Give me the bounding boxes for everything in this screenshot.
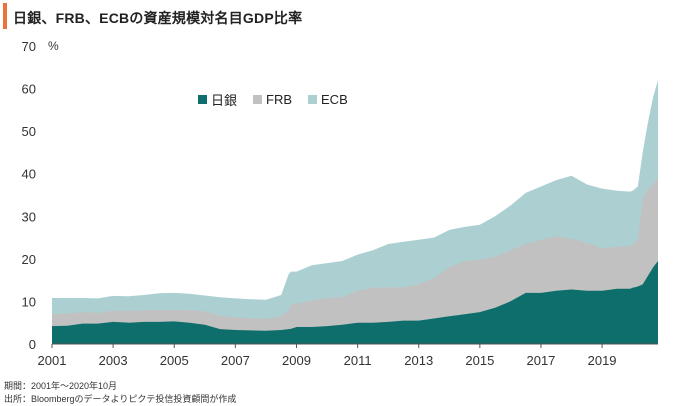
area-frb (52, 178, 658, 344)
source-note: 出所：Bloombergのデータよりピクテ投信投資顧問が作成 (4, 394, 237, 404)
legend-label-ecb: ECB (321, 92, 348, 107)
y-axis-unit-label: % (48, 39, 59, 53)
x-tick-label: 2015 (465, 353, 494, 368)
x-tick-label: 2001 (38, 353, 67, 368)
x-tick-label: 2017 (526, 353, 555, 368)
y-tick-label: 0 (29, 337, 36, 352)
y-tick-label: 40 (22, 167, 36, 182)
x-axis: 2001 2003 2005 2007 2009 2011 2013 2015 2017 2019 (38, 343, 658, 368)
y-axis-ticks: 0 10 20 30 40 50 60 70 (22, 39, 36, 352)
x-tick-label: 2019 (588, 353, 617, 368)
legend-item-boj: 日銀 (198, 90, 237, 109)
y-tick-label: 20 (22, 252, 36, 267)
chart-title: 日銀、FRB、ECBの資産規模対名目GDP比率 (13, 10, 303, 26)
y-tick-label: 30 (22, 209, 36, 224)
y-tick-label: 10 (22, 294, 36, 309)
legend-item-frb: FRB (253, 92, 292, 107)
area-boj (52, 261, 658, 344)
legend-label-frb: FRB (266, 92, 293, 107)
y-tick-label: 50 (22, 124, 36, 139)
x-tick-label: 2013 (404, 353, 433, 368)
title-accent-bar (3, 3, 7, 29)
legend-swatch-boj (198, 95, 207, 104)
x-tick-label: 2007 (221, 353, 250, 368)
x-tick-label: 2003 (99, 353, 128, 368)
legend-label-boj: 日銀 (211, 93, 238, 108)
y-tick-label: 70 (22, 39, 36, 54)
y-tick-label: 60 (22, 82, 36, 97)
legend-swatch-ecb (308, 95, 318, 104)
x-tick-label: 2005 (160, 353, 189, 368)
x-tick-label: 2009 (282, 353, 311, 368)
x-tick-label: 2011 (344, 353, 372, 368)
legend: 日銀 FRB ECB (198, 90, 348, 109)
series-areas (52, 80, 658, 344)
legend-item-ecb: ECB (308, 92, 348, 107)
legend-swatch-frb (253, 95, 263, 104)
period-note: 期間：2001年～2020年10月 (4, 381, 118, 391)
